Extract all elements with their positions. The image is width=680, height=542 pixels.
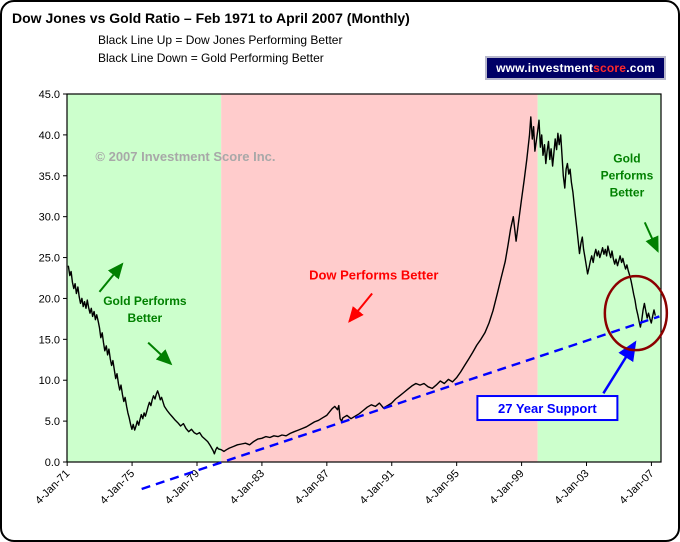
x-tick-label: 4-Jan-95 xyxy=(423,468,462,507)
y-tick-label: 10.0 xyxy=(39,375,60,387)
plot-border xyxy=(66,93,662,463)
dow-arrow xyxy=(348,292,373,323)
gold-right-arrow xyxy=(643,221,659,253)
x-tick-label: 4-Jan-75 xyxy=(98,468,137,507)
x-tick-label: 4-Jan-83 xyxy=(228,468,267,507)
dow-performs-better-label: Dow Performs Better xyxy=(309,268,438,283)
banner-url-part: www. xyxy=(496,61,528,75)
y-tick-label: 45.0 xyxy=(39,89,60,101)
y-tick-label: 0.0 xyxy=(45,457,60,469)
x-tick-label: 4-Jan-99 xyxy=(488,468,527,507)
support-arrow xyxy=(602,340,637,394)
banner-url-part: investment xyxy=(527,61,594,75)
gold-performs-better-left-label: Gold Performs Better xyxy=(103,294,187,325)
x-tick-label: 4-Jan-03 xyxy=(552,468,591,507)
dow-gold-ratio-line xyxy=(67,116,656,455)
x-tick-label: 4-Jan-71 xyxy=(33,468,72,507)
y-tick-label: 40.0 xyxy=(39,130,60,142)
support-trendline xyxy=(141,315,660,491)
x-tick-label: 4-Jan-07 xyxy=(617,468,656,507)
y-tick-label: 15.0 xyxy=(39,334,60,346)
support-label-box-text: 27 Year Support xyxy=(498,401,597,416)
x-tick-label: 4-Jan-87 xyxy=(293,468,332,507)
x-tick-label: 4-Jan-91 xyxy=(358,468,397,507)
copyright-note: © 2007 Investment Score Inc. xyxy=(95,149,275,164)
y-tick-label: 35.0 xyxy=(39,171,60,183)
y-tick-label: 30.0 xyxy=(39,212,60,224)
chart-title: Dow Jones vs Gold Ratio – Feb 1971 to Ap… xyxy=(12,10,410,26)
website-banner[interactable]: www.investmentscore.com xyxy=(485,56,666,80)
gold-left-down-arrow xyxy=(147,341,173,366)
banner-url-part: score xyxy=(593,61,627,75)
support-label-box xyxy=(476,395,619,422)
legend-note-down: Black Line Down = Gold Performing Better xyxy=(98,51,324,65)
y-tick-label: 5.0 xyxy=(45,416,60,428)
gold-performs-better-right-label: Gold Performs Better xyxy=(601,152,654,200)
zone-gold-better-left xyxy=(67,94,222,462)
gold-left-up-arrow xyxy=(98,262,124,293)
y-tick-label: 20.0 xyxy=(39,293,60,305)
support-touch-circle xyxy=(603,274,669,352)
banner-url-part: .com xyxy=(626,61,655,75)
legend-note-up: Black Line Up = Dow Jones Performing Bet… xyxy=(98,33,343,47)
y-tick-label: 25.0 xyxy=(39,253,60,265)
x-tick-label: 4-Jan-79 xyxy=(163,468,202,507)
